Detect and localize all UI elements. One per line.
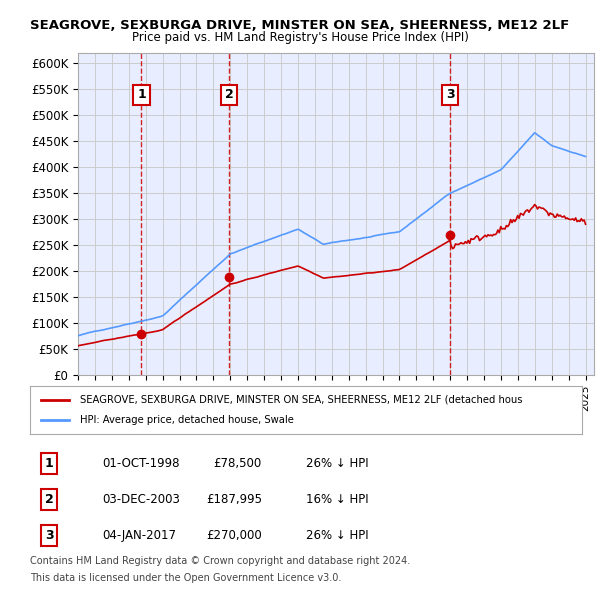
Text: 2: 2 xyxy=(45,493,53,506)
Text: £78,500: £78,500 xyxy=(214,457,262,470)
Text: 2: 2 xyxy=(224,88,233,101)
Text: £270,000: £270,000 xyxy=(206,529,262,542)
Text: 26% ↓ HPI: 26% ↓ HPI xyxy=(306,529,368,542)
Text: This data is licensed under the Open Government Licence v3.0.: This data is licensed under the Open Gov… xyxy=(30,573,341,584)
Text: 1: 1 xyxy=(137,88,146,101)
Text: £187,995: £187,995 xyxy=(206,493,262,506)
Text: 3: 3 xyxy=(446,88,455,101)
Text: 01-OCT-1998: 01-OCT-1998 xyxy=(102,457,179,470)
Text: 26% ↓ HPI: 26% ↓ HPI xyxy=(306,457,368,470)
Text: 16% ↓ HPI: 16% ↓ HPI xyxy=(306,493,368,506)
Text: SEAGROVE, SEXBURGA DRIVE, MINSTER ON SEA, SHEERNESS, ME12 2LF: SEAGROVE, SEXBURGA DRIVE, MINSTER ON SEA… xyxy=(31,19,569,32)
Text: 3: 3 xyxy=(45,529,53,542)
Text: 04-JAN-2017: 04-JAN-2017 xyxy=(102,529,176,542)
Text: 1: 1 xyxy=(45,457,53,470)
Text: HPI: Average price, detached house, Swale: HPI: Average price, detached house, Swal… xyxy=(80,415,293,425)
Text: Price paid vs. HM Land Registry's House Price Index (HPI): Price paid vs. HM Land Registry's House … xyxy=(131,31,469,44)
Text: Contains HM Land Registry data © Crown copyright and database right 2024.: Contains HM Land Registry data © Crown c… xyxy=(30,556,410,566)
Text: SEAGROVE, SEXBURGA DRIVE, MINSTER ON SEA, SHEERNESS, ME12 2LF (detached hous: SEAGROVE, SEXBURGA DRIVE, MINSTER ON SEA… xyxy=(80,395,522,405)
Text: 03-DEC-2003: 03-DEC-2003 xyxy=(102,493,179,506)
